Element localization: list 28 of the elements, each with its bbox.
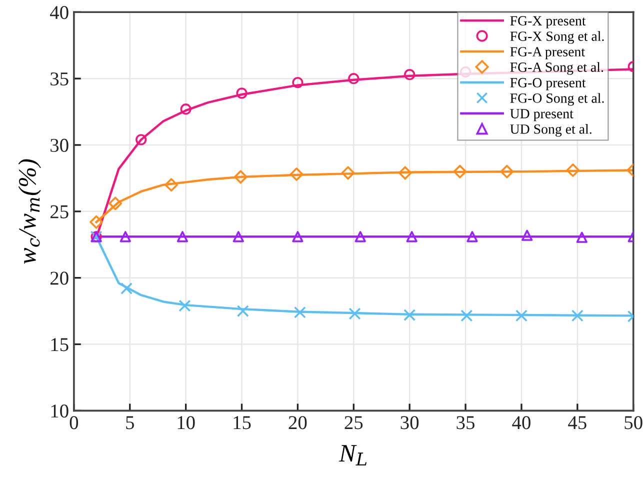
legend-label: FG-A Song et al. — [510, 62, 604, 75]
y-axis-title: w$_{c}$/w$_{m}$(%) — [18, 159, 41, 264]
y-tick-label: 20 — [50, 272, 68, 285]
x-tick-label: 50 — [624, 416, 642, 430]
x-tick-label: 45 — [568, 416, 586, 430]
x-tick-label: 35 — [456, 416, 474, 430]
legend-label: FG-O Song et al. — [510, 93, 604, 106]
legend-label: FG-A present — [510, 47, 585, 60]
legend-label: FG-O present — [510, 78, 586, 90]
x-tick-label: 40 — [512, 416, 530, 430]
x-tick-label: 10 — [178, 416, 195, 430]
y-tick-label: 10 — [51, 404, 68, 418]
legend-label: FG-X Song et al. — [510, 31, 604, 44]
x-tick-label: 25 — [344, 416, 363, 430]
legend-label: UD present — [510, 109, 574, 122]
x-tick-label: 15 — [234, 416, 251, 430]
x-tick-label: 0 — [70, 416, 78, 430]
y-tick-label: 25 — [50, 205, 68, 218]
y-tick-label: 35 — [50, 72, 68, 86]
x-tick-label: 5 — [126, 416, 134, 430]
x-tick-label: 20 — [288, 416, 307, 430]
x-tick-label: 30 — [400, 416, 419, 430]
x-axis-title: N$_{L}$ — [338, 445, 367, 466]
y-tick-label: 40 — [50, 6, 68, 20]
y-tick-label: 30 — [50, 138, 68, 152]
legend-label: FG-X present — [510, 16, 586, 28]
legend-label: UD Song et al. — [510, 124, 592, 137]
y-tick-label: 15 — [51, 338, 68, 352]
